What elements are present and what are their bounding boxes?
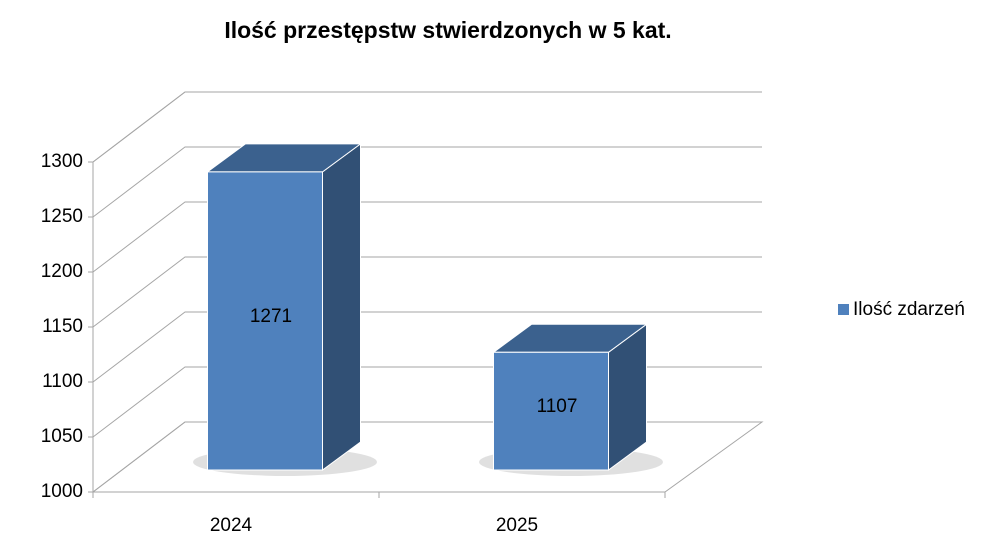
x-tick-label: 2025	[496, 515, 538, 536]
grid-line	[92, 146, 762, 218]
grid-line	[92, 201, 762, 273]
y-tick-label: 1250	[41, 206, 83, 227]
grid-line	[92, 366, 762, 438]
legend-label: Ilość zdarzeń	[853, 299, 965, 320]
grid-line	[92, 91, 762, 163]
data-label: 1107	[537, 396, 578, 417]
y-tick-label: 1150	[42, 316, 83, 337]
grid-line	[92, 256, 762, 328]
chart-title: Ilość przestępstw stwierdzonych w 5 kat.	[224, 17, 671, 43]
bar-side	[322, 142, 361, 471]
grid-line	[92, 421, 762, 493]
y-tick-label: 1100	[42, 371, 83, 392]
floor	[91, 421, 764, 493]
bar	[493, 351, 609, 471]
legend-swatch	[838, 304, 849, 315]
y-tick-label: 1050	[41, 426, 83, 447]
y-tick-label: 1000	[41, 481, 83, 502]
y-tick-label: 1300	[41, 151, 83, 172]
x-tick-label: 2024	[210, 515, 253, 536]
data-label: 1271	[250, 306, 292, 327]
grid-line	[92, 311, 762, 383]
bar	[207, 171, 323, 471]
y-tick-label: 1200	[41, 261, 83, 282]
